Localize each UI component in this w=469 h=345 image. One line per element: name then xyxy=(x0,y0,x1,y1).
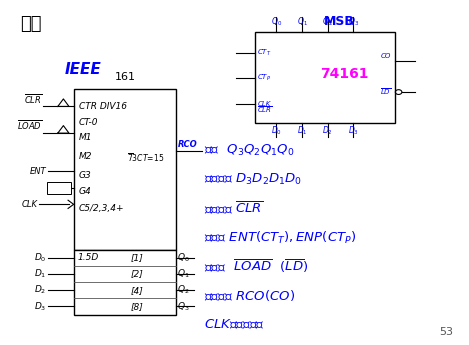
Text: MSB: MSB xyxy=(324,15,355,28)
Text: CTR DIV16: CTR DIV16 xyxy=(79,102,127,111)
Text: $Q_0$: $Q_0$ xyxy=(177,252,190,264)
Text: $Q_1$: $Q_1$ xyxy=(297,16,308,28)
Text: ENT: ENT xyxy=(30,167,46,176)
Text: $D_3$: $D_3$ xyxy=(348,125,359,137)
Text: $Q_2$: $Q_2$ xyxy=(322,16,333,28)
Text: $D_1$: $D_1$ xyxy=(297,125,308,137)
Text: CLK: CLK xyxy=(21,200,38,209)
Text: $Q_0$: $Q_0$ xyxy=(271,16,282,28)
Text: [2]: [2] xyxy=(130,269,143,278)
Text: $CT_P$: $CT_P$ xyxy=(257,73,272,83)
Text: $D_2$: $D_2$ xyxy=(322,125,333,137)
Text: $D_1$: $D_1$ xyxy=(34,268,46,280)
Text: 输出  $Q_3Q_2Q_1Q_0$: 输出 $Q_3Q_2Q_1Q_0$ xyxy=(204,143,295,158)
Text: G3: G3 xyxy=(78,171,91,180)
Text: CLK: CLK xyxy=(257,101,271,107)
Text: M1: M1 xyxy=(78,133,92,142)
Text: 符号: 符号 xyxy=(20,15,42,33)
Text: [4]: [4] xyxy=(130,286,143,295)
Text: $D_3$: $D_3$ xyxy=(34,300,46,313)
Text: G4: G4 xyxy=(78,187,91,196)
Text: 53: 53 xyxy=(439,327,454,337)
Text: $\overline{LD}$: $\overline{LD}$ xyxy=(380,87,392,97)
Text: $\overline{CLR}$: $\overline{CLR}$ xyxy=(257,105,273,115)
FancyBboxPatch shape xyxy=(256,32,395,123)
Text: M2: M2 xyxy=(78,152,92,161)
Text: $CT_T$: $CT_T$ xyxy=(257,48,272,58)
Text: $Q_3$: $Q_3$ xyxy=(348,16,359,28)
Text: 161: 161 xyxy=(114,72,136,82)
Text: C5/2,3,4+: C5/2,3,4+ xyxy=(78,204,124,213)
FancyBboxPatch shape xyxy=(46,183,71,194)
Text: $\overline{CLR}$: $\overline{CLR}$ xyxy=(23,92,42,106)
Text: [1]: [1] xyxy=(130,253,143,262)
Text: [8]: [8] xyxy=(130,302,143,311)
FancyBboxPatch shape xyxy=(74,249,176,315)
Text: 74161: 74161 xyxy=(320,67,368,81)
Text: $Q_1$: $Q_1$ xyxy=(177,268,190,280)
Text: 异步清零 $\overline{CLR}$: 异步清零 $\overline{CLR}$ xyxy=(204,200,264,217)
Text: $D_2$: $D_2$ xyxy=(34,284,46,296)
Text: $Q_2$: $Q_2$ xyxy=(177,284,189,296)
FancyBboxPatch shape xyxy=(74,89,176,249)
Text: 数据输入 $D_3D_2D_1D_0$: 数据输入 $D_3D_2D_1D_0$ xyxy=(204,172,303,187)
Text: 控制端 $ENT(CT_T),ENP(CT_P)$: 控制端 $ENT(CT_T),ENP(CT_P)$ xyxy=(204,229,356,246)
Text: IEEE: IEEE xyxy=(65,62,101,77)
Text: $\overline{LOAD}$: $\overline{LOAD}$ xyxy=(16,118,42,132)
Text: $CLK$上升沿触发: $CLK$上升沿触发 xyxy=(204,318,265,332)
Text: CT-0: CT-0 xyxy=(78,118,98,127)
Text: RCO: RCO xyxy=(178,140,198,149)
Text: CO: CO xyxy=(380,52,391,59)
Text: $D_0$: $D_0$ xyxy=(34,252,46,264)
Text: 进位输出 $RCO(CO)$: 进位输出 $RCO(CO)$ xyxy=(204,288,295,303)
Text: 1.5D: 1.5D xyxy=(77,253,98,262)
Text: $Q_3$: $Q_3$ xyxy=(177,300,190,313)
Text: ENP: ENP xyxy=(52,184,68,193)
Text: $D_0$: $D_0$ xyxy=(271,125,282,137)
Text: $\overline{7}3CT\!=\!15$: $\overline{7}3CT\!=\!15$ xyxy=(127,151,165,164)
Text: 预置端  $\overline{LOAD}$  $(\overline{LD})$: 预置端 $\overline{LOAD}$ $(\overline{LD})$ xyxy=(204,258,309,275)
